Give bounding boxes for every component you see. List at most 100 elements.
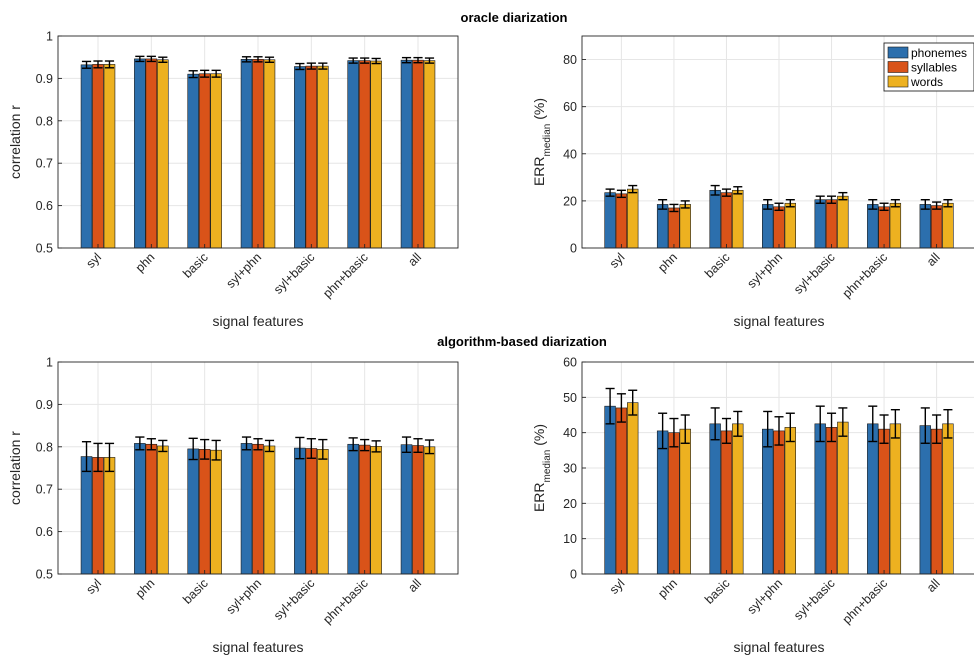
y-tick-label: 0.8 — [36, 114, 53, 128]
y-tick-label: 40 — [563, 426, 577, 440]
y-tick-label: 0.9 — [36, 72, 53, 86]
y-tick-label: 50 — [563, 391, 577, 405]
bar-syllables — [878, 206, 890, 249]
y-tick-label: 20 — [563, 194, 577, 208]
y-tick-label: 30 — [563, 462, 577, 476]
x-axis-label: signal features — [733, 313, 824, 329]
bar-phonemes — [604, 405, 616, 575]
bar-phonemes — [867, 204, 879, 249]
oracle-err-panel: 0 20 40 60 80 syl phn basic syl+phn syl+basic phn+… — [531, 35, 974, 329]
y-tick-label: 10 — [563, 532, 577, 546]
bar-phonemes — [814, 423, 826, 575]
bar-phonemes — [919, 425, 931, 575]
x-axis-label: signal features — [212, 313, 303, 329]
x-tick-label: phn+basic — [840, 576, 890, 626]
y-tick-label: 0 — [570, 568, 577, 582]
section-title-algorithm: algorithm-based diarization — [437, 334, 607, 349]
y-tick-label: 1 — [46, 30, 53, 44]
bar-syllables — [878, 428, 890, 575]
y-tick-label: 0.9 — [36, 398, 53, 412]
y-axis-label: correlation r — [7, 105, 23, 179]
x-tick-label: phn — [133, 250, 158, 275]
y-axis-label: ERRmedian (%) — [531, 424, 553, 512]
bar-phonemes — [656, 430, 669, 575]
x-tick-label: all — [405, 250, 424, 269]
x-tick-label: all — [924, 250, 943, 269]
x-tick-label: all — [405, 576, 424, 595]
bar-words — [679, 428, 691, 575]
bar-phonemes — [80, 64, 93, 249]
bar-words — [370, 446, 382, 575]
x-tick-label: basic — [180, 250, 211, 281]
bar-phonemes — [604, 192, 616, 249]
bar-syllables — [773, 206, 785, 249]
bar-phonemes — [240, 59, 253, 249]
x-tick-label: syl — [83, 250, 104, 271]
y-tick-label: 0.7 — [36, 483, 53, 497]
bar-words — [889, 423, 902, 575]
x-tick-label: syl — [607, 250, 628, 271]
y-tick-label: 40 — [563, 147, 577, 161]
bar-syllables — [412, 445, 424, 575]
x-tick-label: syl+phn — [745, 250, 786, 291]
y-axis-label: correlation r — [7, 431, 23, 505]
bar-words — [210, 73, 222, 249]
bar-words — [423, 60, 436, 249]
bar-words — [370, 60, 382, 249]
bar-syllables — [198, 449, 211, 575]
x-tick-label: phn — [133, 576, 158, 601]
bar-syllables — [930, 428, 943, 575]
bar-words — [837, 195, 849, 249]
bar-phonemes — [656, 204, 669, 249]
x-tick-label: phn — [655, 576, 680, 601]
bar-phonemes — [134, 443, 146, 575]
bar-syllables — [198, 73, 211, 249]
bar-phonemes — [814, 199, 826, 249]
bar-syllables — [825, 427, 838, 575]
y-tick-label: 0.5 — [36, 568, 53, 582]
bar-words — [942, 423, 954, 575]
y-tick-label: 0.7 — [36, 157, 53, 171]
bar-words — [317, 65, 329, 249]
y-tick-label: 0.8 — [36, 440, 53, 454]
x-tick-label: phn — [655, 250, 680, 275]
bar-syllables — [668, 432, 680, 575]
bar-words — [103, 457, 116, 575]
bar-words — [103, 64, 116, 249]
bar-syllables — [825, 199, 838, 249]
x-tick-label: syl — [83, 576, 104, 597]
bar-phonemes — [347, 60, 359, 249]
y-tick-label: 80 — [563, 53, 577, 67]
x-tick-label: syl+basic — [791, 576, 838, 623]
y-tick-label: 20 — [563, 497, 577, 511]
bar-phonemes — [294, 66, 306, 249]
bar-words — [210, 449, 222, 575]
legend-label-words: words — [910, 75, 943, 89]
x-tick-label: syl+basic — [271, 250, 318, 297]
bar-phonemes — [709, 423, 721, 575]
x-tick-label: syl+phn — [224, 250, 265, 291]
x-tick-label: syl+basic — [791, 250, 838, 297]
bar-words — [317, 449, 329, 575]
bar-syllables — [252, 443, 264, 575]
x-tick-label: syl+phn — [745, 576, 786, 617]
legend-label-syllables: syllables — [911, 61, 957, 75]
bar-words — [732, 423, 744, 575]
bar-words — [157, 59, 169, 249]
bar-syllables — [92, 64, 104, 249]
bar-phonemes — [187, 73, 199, 249]
bar-syllables — [668, 207, 680, 249]
x-tick-label: syl — [607, 576, 628, 597]
x-tick-label: basic — [702, 576, 733, 607]
bar-phonemes — [762, 204, 774, 249]
bar-syllables — [773, 430, 785, 575]
x-tick-label: all — [924, 576, 943, 595]
bar-syllables — [720, 192, 733, 249]
y-tick-label: 60 — [563, 100, 577, 114]
x-tick-label: basic — [702, 250, 733, 281]
bar-syllables — [930, 205, 943, 249]
legend-label-phonemes: phonemes — [911, 46, 967, 60]
x-axis-label: signal features — [212, 639, 303, 655]
bar-syllables — [412, 59, 424, 249]
